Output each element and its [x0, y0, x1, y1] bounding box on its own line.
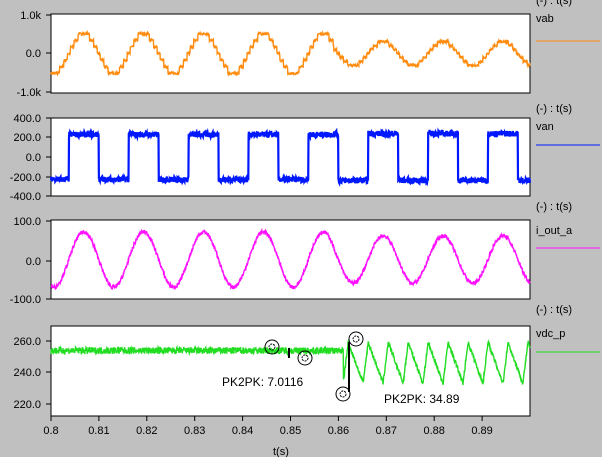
xtick-label: 0.85 — [280, 425, 301, 437]
van-ytick-label: 0.0 — [26, 152, 41, 164]
pk2pk-label-2: PK2PK: 34.89 — [384, 392, 460, 406]
vdc_p-panel: 260.0 240.0 220.0 (-) : t(s) vdc_p — [13, 304, 600, 417]
i_out_a-trace — [50, 227, 531, 291]
xtick-label: 0.87 — [376, 425, 397, 437]
cursor-marker-inner — [301, 354, 309, 362]
vdc_p-ytick-label: 220.0 — [13, 399, 41, 411]
pk2pk-label-1: PK2PK: 7.0116 — [222, 375, 303, 389]
van-trace — [49, 127, 532, 188]
van-ytick-label: -400.0 — [10, 191, 41, 203]
van-ytick-label: 200.0 — [13, 132, 41, 144]
xtick-label: 0.83 — [184, 425, 205, 437]
vab-ytick-label: 1.0k — [20, 10, 41, 22]
xtick-label: 0.89 — [471, 425, 492, 437]
xtick-label: 0.8 — [43, 425, 58, 437]
i_out_a-panel: 100.0 0.0 -100.0 (-) : t(s) i_out_a — [10, 201, 600, 306]
van-ytick-label: 400.0 — [13, 113, 41, 125]
van-ytick-label: -200.0 — [10, 172, 41, 184]
i_out_a-axis-header: (-) : t(s) — [536, 201, 572, 213]
cursor-marker-inner — [339, 390, 347, 398]
vab-ytick-label: 0.0 — [26, 48, 41, 60]
vdc_p-ytick-label: 260.0 — [13, 336, 41, 348]
vab-panel: 1.0k 0.0 -1.0k (-) : t(s) vab — [17, 0, 600, 99]
vab-ytick-label: -1.0k — [17, 87, 42, 99]
vab-trace — [50, 29, 531, 77]
i_out_a-ytick-label: -100.0 — [10, 294, 41, 306]
van-axis-header: (-) : t(s) — [536, 103, 572, 115]
vdc_p-trace — [50, 339, 531, 386]
cursor-marker-icon[interactable] — [348, 331, 364, 347]
cursor-marker-icon[interactable] — [335, 386, 351, 402]
cursor-marker-inner — [352, 335, 360, 343]
vab-axis-header: (-) : t(s) — [536, 0, 572, 7]
vdc_p-axis-header: (-) : t(s) — [536, 304, 572, 316]
cursor-marker-icon[interactable] — [264, 339, 280, 355]
i_out_a-ytick-label: 100.0 — [13, 216, 41, 228]
vdc_p-ytick-label: 240.0 — [13, 367, 41, 379]
xtick-label: 0.86 — [328, 425, 349, 437]
xtick-label: 0.81 — [88, 425, 109, 437]
xtick-label: 0.88 — [423, 425, 444, 437]
van-legend-label: van — [536, 121, 554, 133]
xtick-label: 0.82 — [136, 425, 157, 437]
vab-legend-label: vab — [536, 13, 554, 25]
cursor-marker-inner — [268, 343, 276, 351]
xtick-label: 0.84 — [232, 425, 253, 437]
van-panel: 400.0 200.0 0.0 -200.0 -400.0 (-) : t(s) van — [10, 103, 600, 203]
vab-plot-area — [50, 13, 531, 94]
x-axis-label: t(s) — [273, 446, 289, 457]
cursor-marker-icon[interactable] — [297, 350, 313, 366]
vdc_p-legend-label: vdc_p — [536, 328, 565, 340]
vdc_p-plot-area — [50, 325, 531, 417]
i_out_a-legend-label: i_out_a — [536, 225, 573, 237]
i_out_a-ytick-label: 0.0 — [26, 256, 41, 268]
